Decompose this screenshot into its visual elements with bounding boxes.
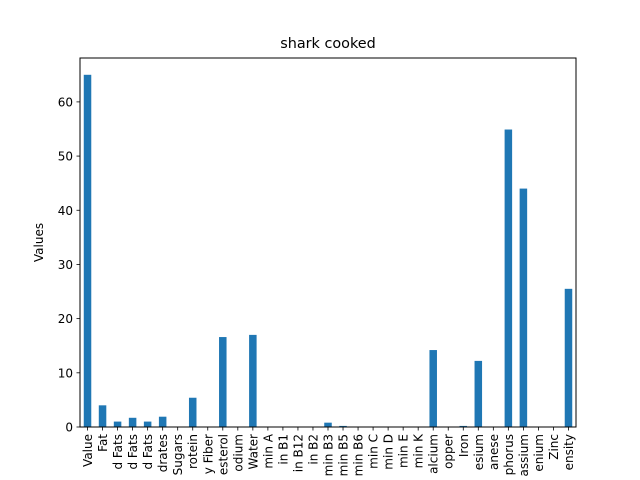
bar (504, 129, 513, 427)
x-axis: Value Fat d Fats d Fats d Fats drates Sugars ro… (81, 427, 576, 477)
x-tick-label: Iron (457, 434, 471, 457)
x-tick-label: odium (231, 434, 245, 472)
plot-frame (79, 57, 577, 428)
y-tick-label: 60 (58, 95, 73, 109)
x-tick-label: d Fats (126, 434, 140, 470)
bar (219, 337, 227, 427)
bar (249, 334, 257, 427)
x-tick-label: min E (397, 434, 411, 468)
bar (564, 288, 573, 427)
bar (339, 425, 347, 427)
y-tick-label: 30 (58, 258, 73, 272)
y-tick-label: 10 (58, 366, 73, 380)
x-tick-label: Fat (96, 434, 110, 452)
y-tick-label: 40 (58, 204, 73, 218)
x-tick-label: in B2 (306, 434, 320, 465)
bar (324, 422, 332, 427)
bar (113, 421, 122, 427)
x-tick-label: esium (472, 434, 486, 470)
x-tick-label: min D (382, 434, 396, 470)
bar (158, 416, 167, 427)
x-tick-label: d Fats (141, 434, 155, 470)
bar (474, 360, 483, 427)
chart-title: shark cooked (280, 36, 376, 52)
x-tick-label: Value (81, 434, 95, 467)
x-tick-label: drates (156, 434, 170, 472)
x-tick-label: assium (517, 434, 531, 477)
bar (459, 425, 468, 427)
bar (429, 350, 437, 427)
y-axis: 0 10 20 30 40 50 60 (58, 95, 80, 435)
y-tick-label: 0 (65, 421, 73, 435)
x-tick-label: in B1 (276, 434, 290, 465)
bar (143, 421, 152, 427)
y-tick-label: 50 (58, 150, 73, 164)
x-tick-label: opper (442, 434, 456, 469)
bars-group (83, 74, 573, 427)
x-tick-label: min B3 (322, 434, 336, 476)
x-tick-label: y Fiber (201, 434, 215, 474)
x-tick-label: min B6 (352, 434, 366, 476)
x-tick-label: in B12 (291, 434, 305, 472)
x-tick-label: Water (246, 434, 260, 470)
bar (128, 417, 137, 427)
x-tick-label: ensity (562, 434, 576, 470)
x-tick-label: esterol (216, 434, 230, 475)
x-tick-label: d Fats (111, 434, 125, 470)
x-tick-label: min K (412, 433, 426, 468)
bar (188, 397, 197, 427)
bar (519, 188, 528, 427)
x-tick-label: min B5 (337, 434, 351, 476)
x-tick-label: alcium (427, 434, 441, 474)
y-axis-label: Values (32, 223, 46, 262)
x-tick-label: Sugars (171, 434, 185, 475)
x-tick-label: min A (261, 433, 275, 468)
bar (83, 74, 92, 427)
x-tick-label: rotein (186, 434, 200, 469)
x-tick-label: anese (487, 434, 501, 470)
y-tick-label: 20 (58, 312, 73, 326)
x-tick-label: phorus (502, 434, 516, 475)
x-tick-label: enium (532, 434, 546, 472)
bar (98, 405, 107, 427)
x-tick-label: min C (367, 434, 381, 469)
x-tick-label: Zinc (547, 434, 561, 460)
